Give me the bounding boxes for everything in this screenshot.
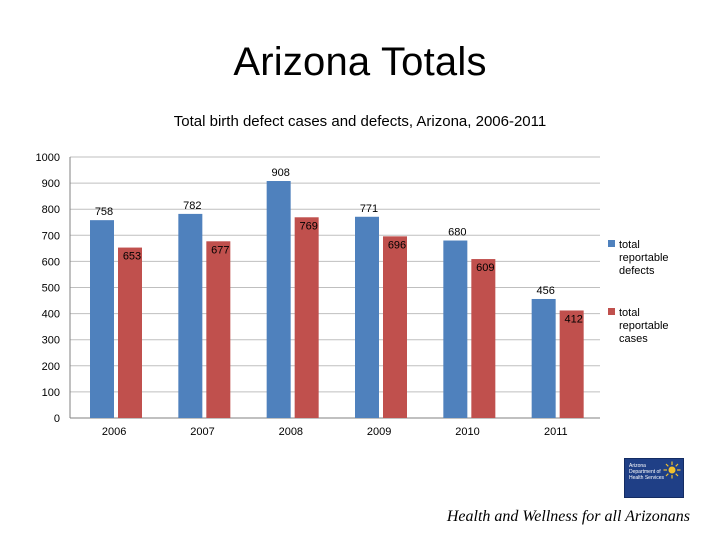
legend-label: total reportable cases xyxy=(619,307,669,345)
y-tick-label: 900 xyxy=(42,178,60,190)
logo-line: Department of xyxy=(629,469,661,475)
y-tick-label: 500 xyxy=(42,283,60,295)
y-tick-label: 1000 xyxy=(36,152,60,164)
data-label: 456 xyxy=(536,285,554,297)
bar-defects xyxy=(443,240,468,418)
data-label: 771 xyxy=(360,203,378,215)
chart-title: Total birth defect cases and defects, Ar… xyxy=(174,113,546,130)
y-tick-label: 700 xyxy=(42,230,60,242)
bar-defects xyxy=(355,216,379,418)
logo-line: Health Services xyxy=(629,475,665,481)
data-label: 677 xyxy=(211,244,229,256)
y-tick-label: 100 xyxy=(42,387,60,399)
bar-defects xyxy=(178,213,203,418)
legend-label: total reportable defects xyxy=(619,239,669,277)
bar-cases xyxy=(471,259,496,418)
x-tick-label: 2008 xyxy=(279,426,303,438)
data-label: 758 xyxy=(95,206,113,218)
bar-cases xyxy=(294,217,319,418)
legend-swatch-cases xyxy=(608,308,615,315)
logo-line: Arizona xyxy=(629,463,646,469)
bar-defects xyxy=(531,298,556,418)
bar-cases xyxy=(383,236,407,418)
logo-text: Arizona Department of Health Services xyxy=(629,463,669,481)
x-tick-label: 2006 xyxy=(102,426,126,438)
data-label: 680 xyxy=(448,227,466,239)
data-label: 696 xyxy=(388,239,406,251)
x-tick-label: 2010 xyxy=(455,426,479,438)
slide-title: Arizona Totals xyxy=(233,40,487,84)
bar-defects xyxy=(90,220,114,418)
footer-tagline: Health and Wellness for all Arizonans xyxy=(446,508,690,525)
x-tick-label: 2007 xyxy=(190,426,214,438)
y-tick-label: 200 xyxy=(42,361,60,373)
y-tick-label: 300 xyxy=(42,335,60,347)
sun-icon xyxy=(663,461,681,479)
x-tick-label: 2009 xyxy=(367,426,391,438)
bar-cases xyxy=(559,310,584,418)
data-label: 908 xyxy=(271,167,289,179)
bar-cases xyxy=(118,247,142,418)
data-label: 412 xyxy=(564,313,582,325)
y-tick-label: 0 xyxy=(54,413,60,425)
data-label: 653 xyxy=(123,251,141,263)
bar-defects xyxy=(266,181,291,418)
y-tick-label: 600 xyxy=(42,256,60,268)
y-tick-label: 800 xyxy=(42,204,60,216)
data-label: 769 xyxy=(299,220,317,232)
data-label: 782 xyxy=(183,200,201,212)
legend-swatch-defects xyxy=(608,240,615,247)
y-tick-label: 400 xyxy=(42,309,60,321)
bar-cases xyxy=(206,241,231,418)
adhs-logo: Arizona Department of Health Services xyxy=(624,458,684,498)
data-label: 609 xyxy=(476,262,494,274)
x-tick-label: 2011 xyxy=(544,426,568,438)
